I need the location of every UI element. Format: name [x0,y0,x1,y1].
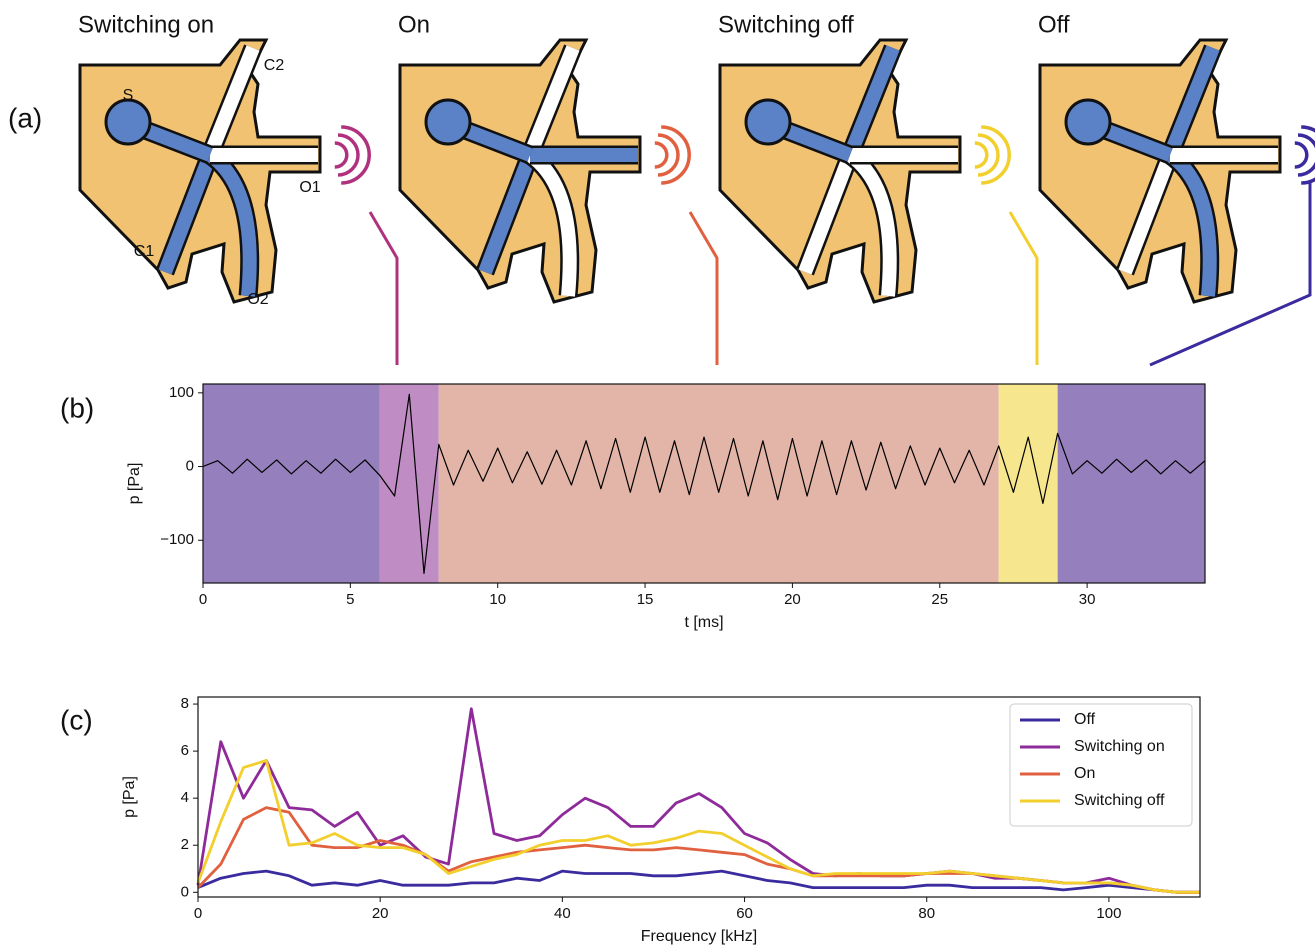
y-tick-label: 4 [181,789,189,806]
sound-wave [655,143,667,167]
state-region [203,384,380,583]
sound-wave [335,143,347,167]
sound-wave [1295,143,1307,167]
state-title: Off [1038,11,1070,38]
legend-label: Switching on [1074,738,1165,755]
y-tick-label: 6 [181,742,189,759]
y-axis-label: p [Pa] [121,776,138,818]
panel-label: (a) [8,102,42,133]
valve [1040,40,1315,365]
state-region [380,384,439,583]
y-tick-label: 0 [181,883,189,900]
x-tick-label: 5 [346,591,354,608]
x-tick-label: 100 [1096,905,1121,922]
sound-wave [975,143,987,167]
x-tick-label: 10 [489,591,506,608]
y-tick-label: 0 [186,458,194,475]
supply [1066,100,1110,144]
figure: (a) (b) (c) S C1 C2 O1 O2 Switching on On… [0,0,1315,950]
x-tick-label: 30 [1079,591,1096,608]
state-title: Switching off [718,11,854,38]
x-tick-label: 40 [554,905,571,922]
valve [720,40,1037,365]
x-tick-label: 25 [931,591,948,608]
y-axis-label: p [Pa] [126,463,143,505]
state-title: Switching on [78,11,214,38]
state-region [999,384,1058,583]
legend-label: On [1074,765,1095,782]
x-tick-label: 20 [372,905,389,922]
x-axis-label: t [ms] [684,614,723,631]
y-tick-label: −100 [160,531,194,548]
supply [426,100,470,144]
valve-diagrams [80,40,1315,365]
x-tick-label: 0 [194,905,202,922]
state-region [439,384,999,583]
state-title: On [398,11,430,38]
x-axis-label: Frequency [kHz] [641,928,757,945]
x-tick-label: 20 [784,591,801,608]
port-label: O1 [299,179,320,196]
legend-label: Off [1074,711,1096,728]
valve [400,40,717,365]
legend-label: Switching off [1074,792,1165,809]
y-tick-label: 100 [169,384,194,401]
state-region [1058,384,1205,583]
x-tick-label: 0 [199,591,207,608]
connector [370,212,397,365]
y-tick-label: 8 [181,695,189,712]
connector [1010,212,1037,365]
supply [746,100,790,144]
supply [106,100,150,144]
y-tick-label: 2 [181,836,189,853]
connector [690,212,717,365]
port-label: S [123,87,134,104]
x-tick-label: 15 [637,591,654,608]
port-label: O2 [247,291,268,308]
port-label: C2 [264,57,285,74]
port-label: C1 [134,243,155,260]
panel-label: (c) [60,704,93,735]
x-tick-label: 60 [736,905,753,922]
panel-label: (b) [60,392,94,423]
x-tick-label: 80 [918,905,935,922]
